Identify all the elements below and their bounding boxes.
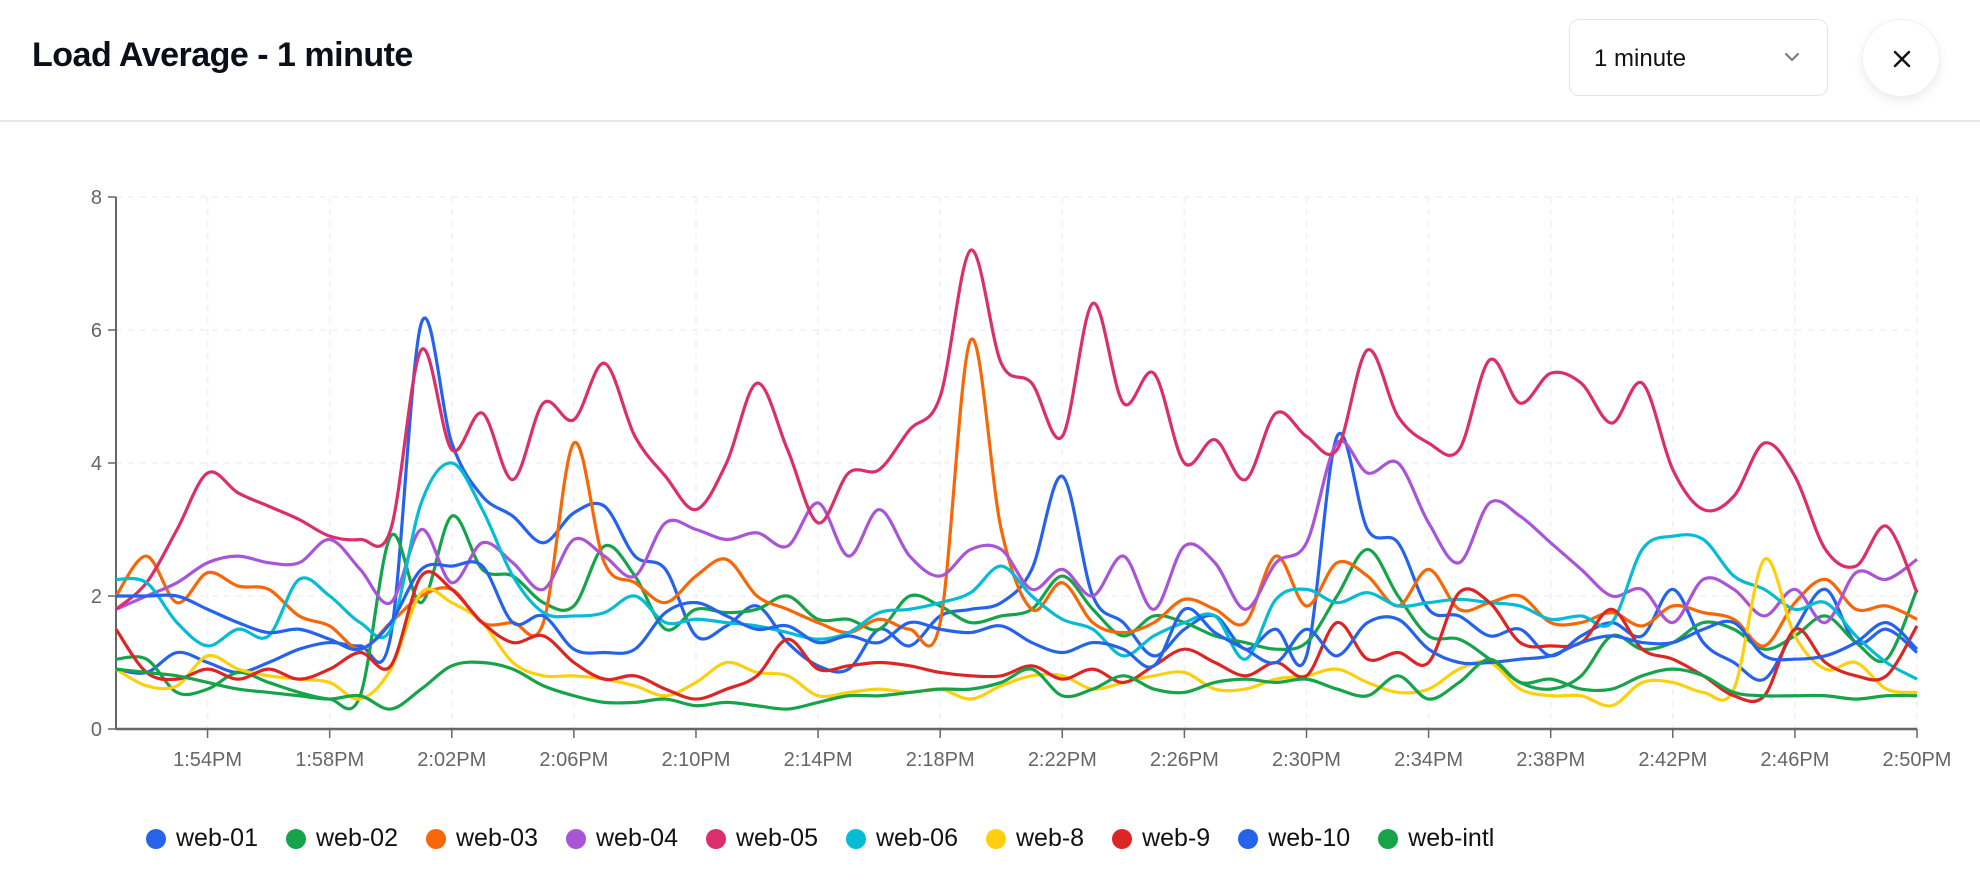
- legend-label: web-9: [1142, 824, 1211, 852]
- series-line-web-04: [115, 439, 1918, 625]
- series-line-web-10: [115, 560, 1919, 669]
- legend-swatch: [146, 828, 166, 849]
- legend-swatch: [846, 828, 866, 849]
- legend-swatch: [706, 828, 726, 849]
- page-title: Load Average - 1 minute: [32, 36, 413, 74]
- legend-swatch: [1378, 828, 1399, 849]
- x-tick-label: 2:14PM: [784, 749, 853, 771]
- series-line-web-8: [115, 557, 1918, 708]
- series-line-web-06: [115, 461, 1918, 681]
- legend-swatch: [1112, 828, 1133, 849]
- legend-swatch: [986, 828, 1006, 849]
- header: Load Average - 1 minute 1 minute: [0, 0, 1980, 122]
- y-tick-label: 4: [91, 453, 102, 475]
- close-button[interactable]: [1862, 19, 1940, 97]
- legend-item-web-02[interactable]: web-02: [286, 824, 398, 853]
- chevron-down-icon: [1783, 48, 1801, 71]
- x-tick-label: 1:58PM: [295, 749, 364, 771]
- legend-item-web-01[interactable]: web-01: [146, 824, 258, 853]
- legend-item-web-9[interactable]: web-9: [1112, 824, 1210, 853]
- legend-label: web-intl: [1408, 824, 1495, 852]
- legend-item-web-03[interactable]: web-03: [426, 824, 538, 853]
- x-tick-label: 2:06PM: [539, 749, 608, 771]
- legend-label: web-06: [876, 824, 958, 852]
- x-tick-label: 2:26PM: [1150, 749, 1219, 771]
- legend-item-web-intl[interactable]: web-intl: [1378, 824, 1494, 853]
- series-line-web-03: [114, 337, 1918, 651]
- legend-label: web-01: [176, 824, 258, 852]
- legend-swatch: [286, 828, 306, 849]
- x-tick-label: 2:38PM: [1516, 749, 1585, 771]
- series-line-web-05: [114, 248, 1919, 611]
- series-line-web-01: [115, 316, 1919, 682]
- y-tick-label: 6: [91, 320, 102, 342]
- y-tick-label: 2: [91, 586, 102, 608]
- legend-swatch: [426, 828, 446, 849]
- x-tick-label: 2:34PM: [1394, 749, 1463, 771]
- x-tick-label: 2:46PM: [1760, 749, 1829, 771]
- legend-label: web-02: [316, 824, 398, 852]
- legend-swatch: [566, 828, 586, 849]
- interval-select[interactable]: 1 minute: [1569, 19, 1828, 96]
- x-tick-label: 2:10PM: [662, 749, 731, 771]
- legend-label: web-8: [1016, 824, 1085, 852]
- x-tick-label: 2:22PM: [1028, 749, 1097, 771]
- legend-label: web-10: [1268, 824, 1351, 852]
- y-tick-label: 0: [91, 719, 102, 741]
- x-tick-label: 2:42PM: [1638, 749, 1707, 771]
- x-tick-label: 2:50PM: [1883, 749, 1952, 771]
- series-line-web-intl: [115, 657, 1918, 711]
- x-tick-label: 2:18PM: [906, 749, 975, 771]
- series-line-web-9: [114, 570, 1919, 704]
- close-icon: [1893, 50, 1911, 68]
- legend-label: web-05: [736, 824, 818, 852]
- legend-item-web-05[interactable]: web-05: [706, 824, 818, 853]
- interval-select-value: 1 minute: [1594, 45, 1687, 72]
- legend-label: web-04: [596, 824, 678, 852]
- chart-legend: web-01 web-02 web-03 web-04 web-05 web-06 web-…: [146, 824, 1494, 853]
- legend-item-web-06[interactable]: web-06: [846, 824, 958, 853]
- legend-label: web-03: [456, 824, 538, 852]
- legend-item-web-10[interactable]: web-10: [1238, 824, 1350, 853]
- legend-item-web-8[interactable]: web-8: [986, 824, 1084, 853]
- x-tick-label: 2:30PM: [1272, 749, 1341, 771]
- x-tick-label: 2:02PM: [417, 749, 486, 771]
- x-tick-label: 1:54PM: [173, 749, 242, 771]
- legend-swatch: [1238, 828, 1259, 849]
- y-tick-label: 8: [91, 187, 102, 209]
- legend-item-web-04[interactable]: web-04: [566, 824, 678, 853]
